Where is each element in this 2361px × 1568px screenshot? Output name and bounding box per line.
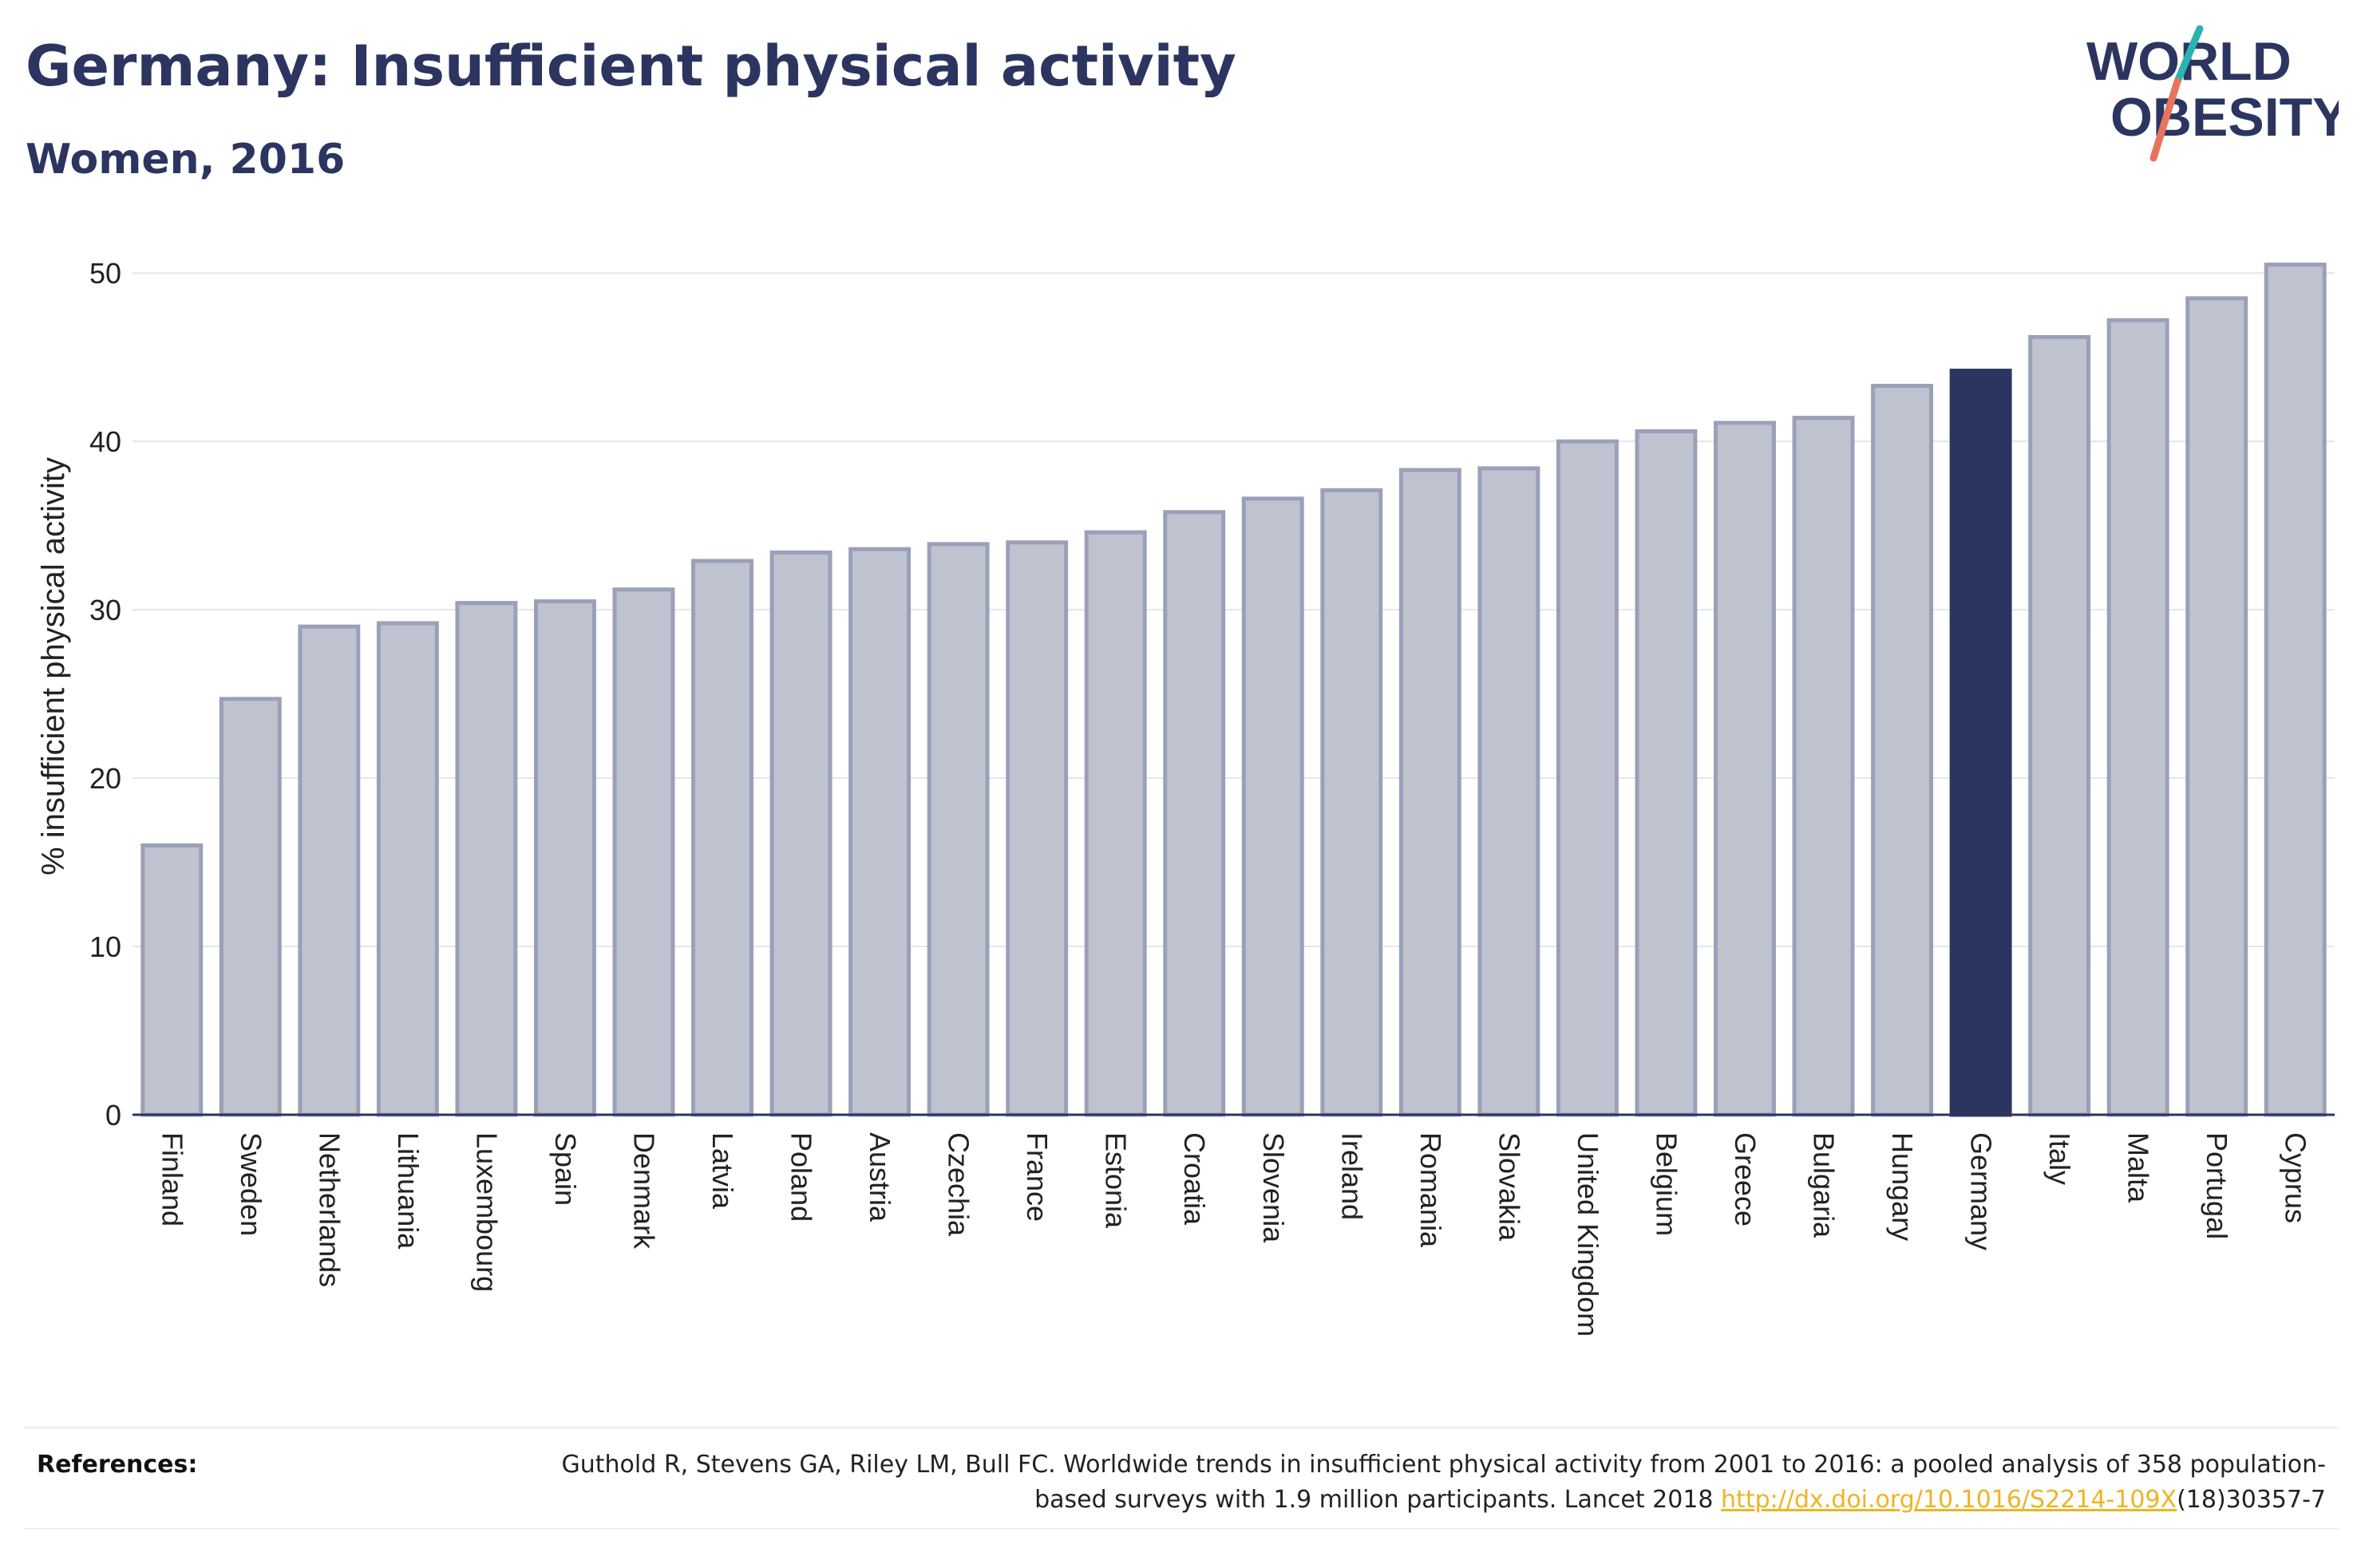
logo-slash-coral	[2149, 77, 2181, 162]
x-tick-label: Ireland	[1335, 1132, 1368, 1220]
y-tick-label: 10	[89, 930, 121, 963]
bars	[140, 263, 2327, 1117]
x-tick-label: Slovakia	[1493, 1132, 1525, 1242]
x-tick-label: Denmark	[627, 1132, 660, 1250]
x-tick-label: Poland	[785, 1132, 818, 1222]
y-tick-labels: 0 10 20 30 40 50	[89, 257, 121, 1132]
bar-sweden	[219, 697, 282, 1117]
x-tick-label: Italy	[2043, 1132, 2076, 1185]
bar-slovenia	[1241, 496, 1304, 1117]
bar-malta	[2106, 318, 2169, 1117]
bar-poland	[769, 550, 832, 1117]
x-tick-label: Cyprus	[2280, 1132, 2312, 1223]
bar-united-kingdom	[1556, 439, 1619, 1117]
bar-romania	[1398, 468, 1461, 1117]
references-text: Guthold R, Stevens GA, Riley LM, Bull FC…	[490, 1448, 2326, 1518]
x-tick-label: Romania	[1414, 1132, 1447, 1248]
x-tick-label: Croatia	[1178, 1132, 1211, 1226]
x-tick-label: Belgium	[1650, 1132, 1683, 1236]
bar-luxembourg	[455, 601, 518, 1117]
chart-subtitle: Women, 2016	[26, 136, 346, 184]
x-tick-label: Malta	[2122, 1132, 2155, 1203]
x-tick-label: Spain	[549, 1132, 582, 1206]
logo-word-obesity: OBESITY	[2110, 87, 2339, 148]
x-tick-label: Netherlands	[313, 1132, 346, 1287]
bar-croatia	[1163, 510, 1226, 1117]
x-tick-label: Slovenia	[1257, 1132, 1290, 1243]
bar-latvia	[691, 559, 753, 1117]
x-tick-label: Estonia	[1100, 1132, 1133, 1229]
x-tick-label: Greece	[1729, 1132, 1762, 1226]
bar-lithuania	[376, 621, 439, 1117]
y-tick-label: 30	[89, 594, 121, 626]
references-citation-suffix: (18)30357-7	[2177, 1486, 2326, 1514]
world-obesity-logo: WORLD OBESITY	[2086, 25, 2339, 162]
x-tick-label: Portugal	[2201, 1132, 2233, 1239]
bar-portugal	[2185, 296, 2248, 1117]
bar-denmark	[612, 587, 675, 1117]
bar-cyprus	[2264, 263, 2327, 1117]
x-tick-label: United Kingdom	[1572, 1132, 1604, 1337]
bar-france	[1006, 540, 1069, 1117]
x-tick-label: Luxembourg	[470, 1132, 503, 1292]
x-tick-label: Latvia	[706, 1132, 739, 1210]
bar-czechia	[927, 542, 990, 1117]
x-tick-label: Hungary	[1886, 1132, 1919, 1241]
x-tick-label: Sweden	[235, 1132, 267, 1236]
bar-germany	[1949, 369, 2012, 1117]
bar-austria	[848, 547, 912, 1117]
bar-ireland	[1320, 488, 1383, 1117]
bar-estonia	[1084, 530, 1147, 1117]
x-tick-label: Germany	[1965, 1132, 1998, 1250]
bar-italy	[2028, 334, 2091, 1117]
y-axis-label: % insufficient physical activity	[36, 457, 71, 875]
references-citation: Guthold R, Stevens GA, Riley LM, Bull FC…	[561, 1451, 2326, 1514]
x-tick-label: Finland	[156, 1132, 188, 1226]
x-tick-label: Lithuania	[392, 1132, 425, 1250]
bar-greece	[1714, 421, 1776, 1117]
chart-title: Germany: Insufficient physical activity	[26, 34, 1236, 99]
y-tick-label: 40	[89, 425, 121, 458]
x-tick-label: Austria	[864, 1132, 896, 1222]
bar-spain	[533, 599, 596, 1117]
y-tick-label: 20	[89, 762, 121, 795]
references-label: References:	[37, 1451, 198, 1479]
bar-bulgaria	[1792, 416, 1855, 1117]
y-tick-label: 0	[105, 1099, 121, 1132]
bar-slovakia	[1477, 466, 1540, 1117]
x-tick-labels: Finland Sweden Netherlands Lithuania Luxembo…	[156, 1132, 2312, 1337]
logo-slash-teal	[2173, 25, 2204, 85]
references-box: References: Guthold R, Stevens GA, Riley…	[24, 1427, 2339, 1530]
y-tick-label: 50	[89, 257, 121, 290]
x-tick-label: Bulgaria	[1808, 1132, 1841, 1238]
bar-belgium	[1635, 429, 1698, 1117]
bar-netherlands	[298, 624, 361, 1117]
references-doi-link[interactable]: http://dx.doi.org/10.1016/S2214-109X	[1721, 1486, 2177, 1514]
x-tick-label: Czechia	[943, 1132, 975, 1237]
bar-finland	[140, 843, 204, 1117]
bar-hungary	[1871, 384, 1934, 1117]
x-tick-label: France	[1021, 1132, 1054, 1222]
